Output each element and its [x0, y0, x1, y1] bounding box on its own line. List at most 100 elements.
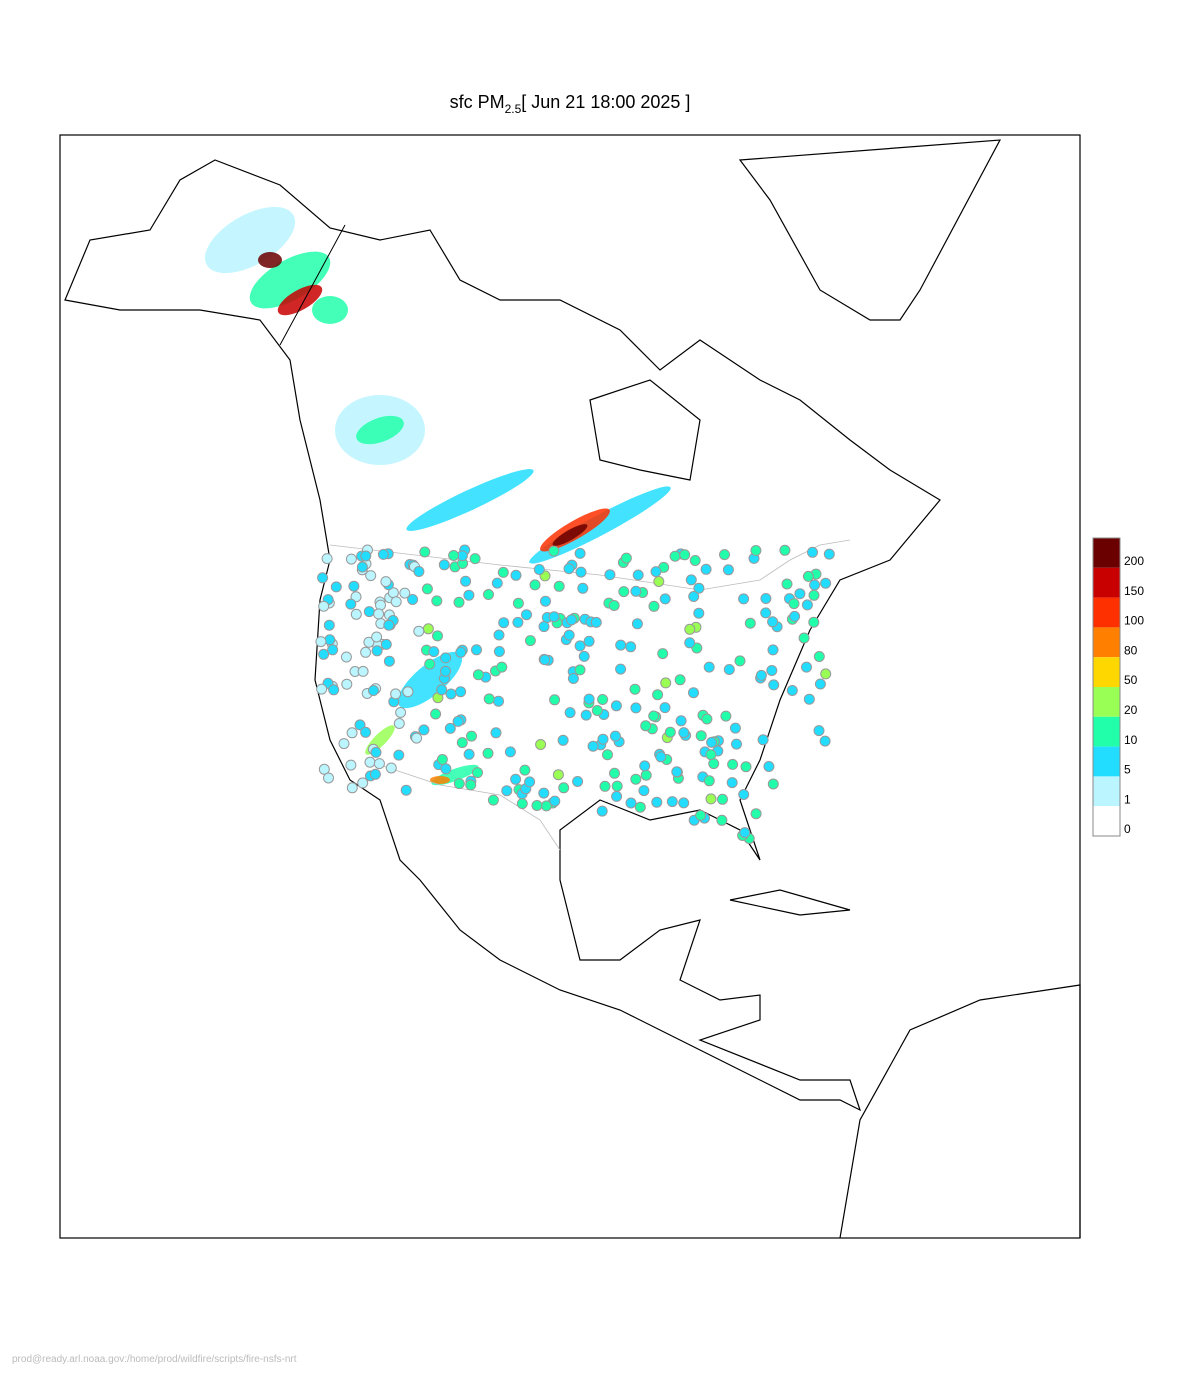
station	[385, 762, 397, 774]
station	[321, 553, 333, 565]
station	[750, 808, 762, 820]
station	[524, 776, 536, 788]
colorbar-label: 0	[1124, 822, 1131, 836]
title-text: sfc PM	[450, 92, 505, 112]
colorbar-label: 100	[1124, 614, 1144, 628]
colorbar-label: 80	[1124, 643, 1138, 657]
station	[345, 553, 357, 565]
station	[531, 800, 543, 811]
station	[693, 582, 705, 594]
title-subscript: 2.5	[505, 102, 522, 116]
station	[578, 650, 590, 662]
station	[580, 709, 592, 721]
colorbar-cell	[1093, 657, 1120, 687]
station	[350, 591, 362, 603]
station	[763, 761, 775, 772]
station	[618, 586, 630, 598]
station	[813, 725, 825, 737]
station	[574, 664, 586, 676]
station	[608, 600, 620, 611]
station	[779, 544, 791, 556]
station	[538, 621, 550, 633]
greenland	[738, 139, 1002, 321]
station	[456, 737, 468, 749]
station	[407, 594, 419, 605]
station	[538, 787, 550, 799]
station	[648, 710, 660, 722]
station	[490, 727, 502, 739]
station	[360, 646, 372, 658]
station	[701, 713, 713, 725]
station	[651, 796, 663, 808]
station	[572, 776, 584, 787]
station	[567, 673, 579, 684]
station	[413, 566, 425, 577]
station	[316, 683, 328, 695]
colorbar-label: 200	[1124, 554, 1144, 568]
station	[794, 588, 806, 600]
station	[445, 688, 457, 700]
station	[703, 661, 715, 673]
station	[453, 778, 465, 790]
station	[611, 790, 623, 802]
colorbar-cell	[1093, 597, 1120, 628]
station	[760, 593, 772, 604]
station	[610, 700, 622, 712]
station	[739, 827, 751, 839]
station	[348, 580, 360, 592]
station	[553, 580, 565, 592]
station	[604, 569, 616, 581]
station	[380, 638, 392, 650]
station	[574, 640, 586, 652]
station	[689, 555, 701, 566]
hudson-bay	[589, 379, 701, 481]
station	[356, 561, 368, 573]
colorbar-label: 50	[1124, 673, 1138, 687]
station	[419, 546, 431, 558]
station	[823, 548, 835, 560]
station	[529, 579, 541, 591]
station	[703, 775, 715, 787]
station	[807, 546, 818, 558]
station	[346, 782, 358, 794]
station	[666, 796, 678, 808]
station	[587, 740, 599, 752]
station	[402, 686, 414, 698]
station	[705, 793, 717, 805]
colorbar-label: 5	[1124, 763, 1131, 777]
station	[706, 736, 718, 748]
station	[723, 664, 735, 675]
colorbar-label: 1	[1124, 792, 1131, 806]
station	[552, 769, 564, 781]
station	[638, 785, 650, 797]
station	[653, 576, 665, 587]
station	[368, 685, 379, 696]
station	[558, 782, 570, 794]
station	[630, 702, 642, 714]
station	[802, 570, 814, 582]
station	[767, 616, 779, 628]
station	[346, 727, 358, 739]
station	[597, 694, 609, 705]
map-title: sfc PM2.5[ Jun 21 18:00 2025 ]	[450, 92, 691, 116]
alaska-border	[279, 224, 346, 346]
station	[757, 734, 769, 746]
station	[521, 609, 532, 621]
station	[717, 793, 728, 805]
station	[516, 798, 528, 810]
station	[563, 629, 575, 641]
station	[583, 635, 595, 647]
station	[566, 614, 577, 626]
station	[354, 719, 366, 731]
station	[620, 552, 632, 564]
station	[472, 669, 484, 681]
station	[373, 758, 385, 770]
station	[365, 570, 377, 582]
station	[583, 693, 595, 705]
station	[364, 756, 376, 768]
colorbar-cell	[1093, 687, 1120, 717]
colorbar-frame	[1092, 537, 1121, 837]
station	[493, 695, 504, 707]
station	[609, 767, 620, 779]
